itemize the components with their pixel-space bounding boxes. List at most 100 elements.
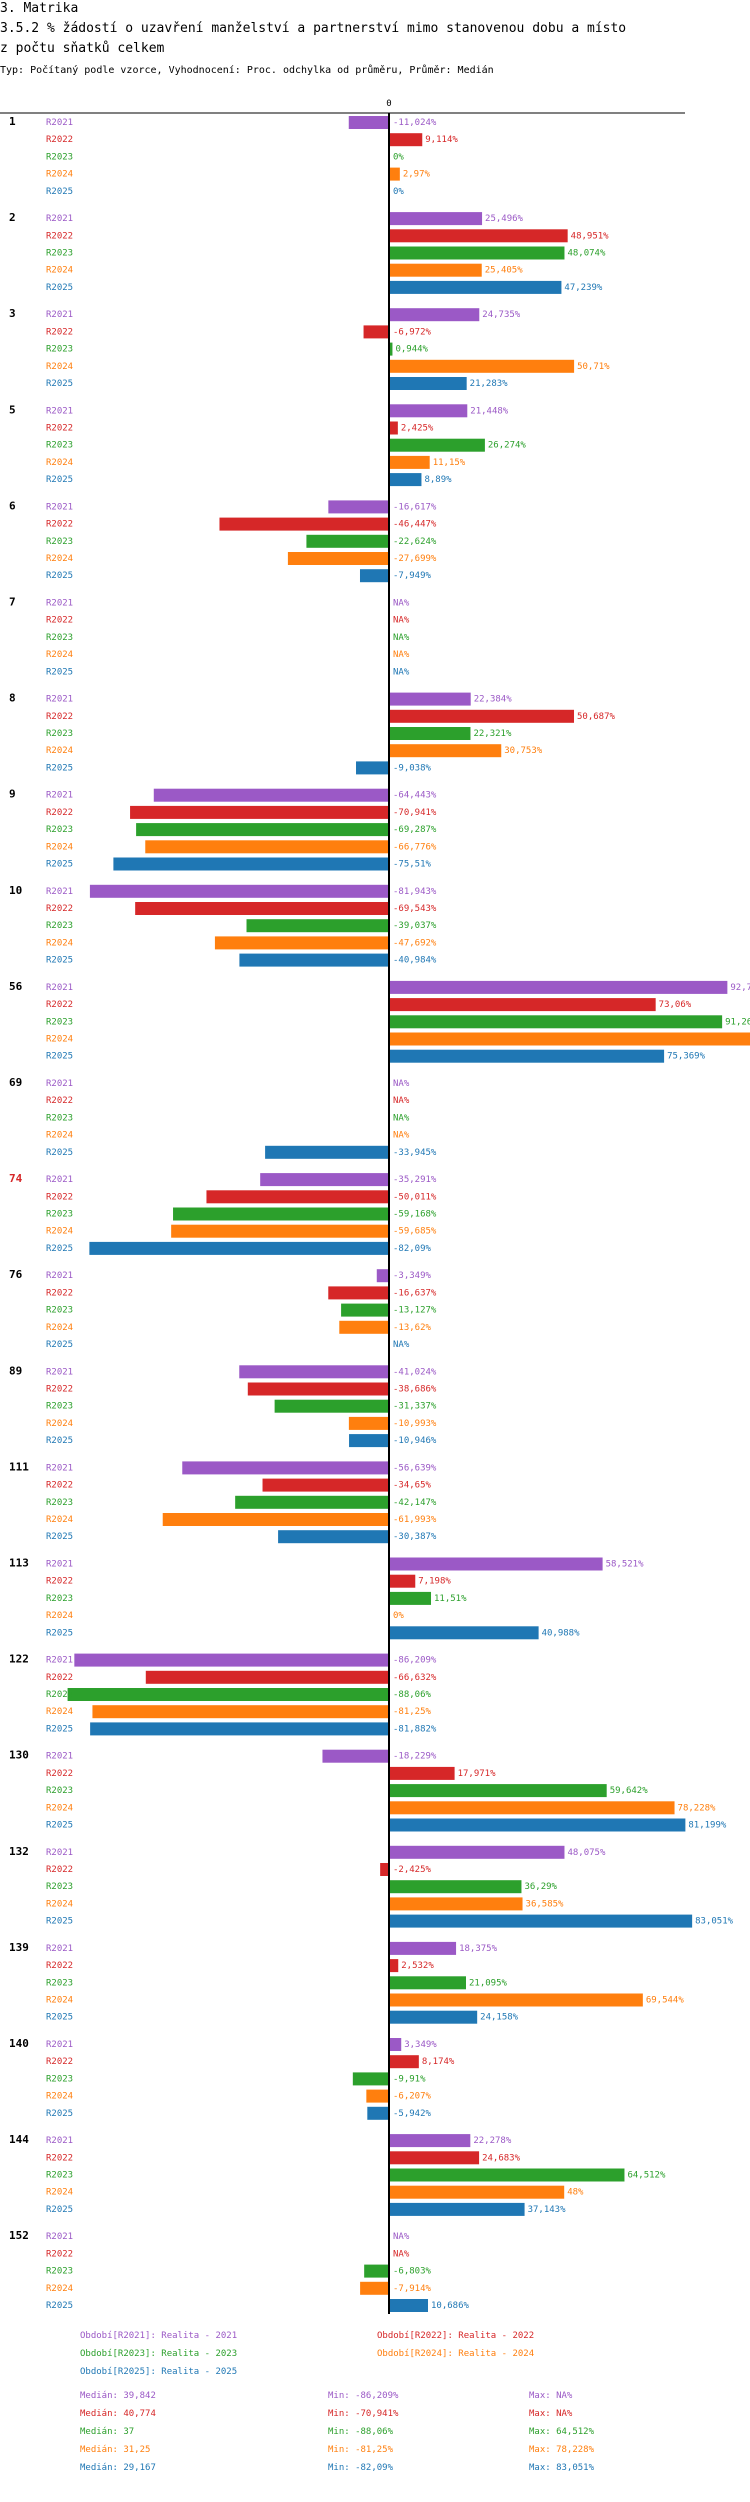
data-label: -56,639% (393, 1463, 437, 1473)
bar (173, 1207, 389, 1221)
series-row-label: R2021 (46, 1560, 73, 1570)
data-label: NA% (393, 2249, 410, 2259)
bar (389, 1049, 665, 1063)
data-label: 21,448% (470, 406, 509, 416)
series-row-label: R2024 (46, 458, 73, 468)
data-label: 2,425% (401, 424, 434, 434)
group-label: 3 (9, 307, 16, 320)
group-label: 69 (9, 1076, 22, 1089)
stat-max: Max: 78,228% (529, 2445, 595, 2455)
data-label: -75,51% (393, 860, 432, 870)
data-label: 22,384% (474, 695, 513, 705)
series-row-label: R2021 (46, 695, 73, 705)
bar (376, 1269, 389, 1283)
data-label: 24,158% (480, 2013, 519, 2023)
bar (356, 761, 389, 775)
series-row-label: R2024 (46, 1803, 73, 1813)
data-label: -6,207% (393, 2092, 432, 2102)
bar (389, 133, 423, 147)
bar (239, 1365, 389, 1379)
bar (287, 552, 389, 565)
data-label: 26,274% (488, 441, 527, 451)
bar (389, 1032, 750, 1046)
data-label: 73,06% (659, 1000, 692, 1010)
series-row-label: R2023 (46, 537, 73, 547)
bar (389, 1959, 399, 1973)
bar (389, 1976, 466, 1990)
data-label: -18,229% (393, 1752, 437, 1762)
data-label: -69,287% (393, 825, 437, 835)
data-label: NA% (393, 1113, 410, 1123)
bar (389, 455, 430, 469)
series-row-label: R2024 (46, 1707, 73, 1717)
group-label: 113 (9, 1557, 29, 1570)
bar (389, 1766, 455, 1780)
series-row-label: R2024 (46, 266, 73, 276)
series-row-label: R2025 (46, 283, 73, 293)
data-label: -39,037% (393, 921, 437, 931)
series-row-label: R2025 (46, 187, 73, 197)
group-label: 132 (9, 1845, 29, 1858)
data-label: 21,283% (470, 379, 509, 389)
data-label: 75,369% (667, 1052, 706, 1062)
bar (90, 1722, 389, 1736)
group-label: 1 (9, 115, 16, 128)
bar (367, 2106, 389, 2120)
series-row-label: R2025 (46, 571, 73, 581)
data-label: 64,512% (627, 2171, 666, 2181)
bar (389, 1941, 457, 1955)
bar (364, 2264, 389, 2278)
data-label: -81,25% (393, 1707, 432, 1717)
series-row-label: R2023 (46, 1594, 73, 1604)
data-label: NA% (393, 650, 410, 660)
series-row-label: R2022 (46, 231, 73, 241)
bar (389, 2168, 625, 2182)
data-label: 17,971% (458, 1769, 497, 1779)
series-row-label: R2022 (46, 1769, 73, 1779)
data-label: 9,114% (425, 135, 458, 145)
series-row-label: R2022 (46, 1000, 73, 1010)
series-row-label: R2025 (46, 1244, 73, 1254)
data-label: 2,97% (403, 170, 431, 180)
group-label: 8 (9, 692, 16, 705)
series-row-label: R2024 (46, 170, 73, 180)
series-row-label: R2022 (46, 904, 73, 914)
group-label: 6 (9, 499, 16, 512)
series-row-label: R2025 (46, 1340, 73, 1350)
data-label: -46,447% (393, 520, 437, 530)
data-label: -66,776% (393, 842, 437, 852)
data-label: 7,198% (418, 1577, 451, 1587)
series-row-label: R2024 (46, 746, 73, 756)
series-row-label: R2024 (46, 650, 73, 660)
data-label: NA% (393, 1096, 410, 1106)
series-row-label: R2024 (46, 554, 73, 564)
series-row-label: R2025 (46, 2205, 73, 2215)
group-label: 152 (9, 2229, 29, 2242)
data-label: -30,387% (393, 1532, 437, 1542)
bar (306, 534, 389, 548)
series-row-label: R2021 (46, 791, 73, 801)
series-row-label: R2022 (46, 1481, 73, 1491)
stat-min: Min: -70,941% (328, 2409, 399, 2419)
data-label: -70,941% (393, 808, 437, 818)
data-label: -35,291% (393, 1175, 437, 1185)
series-row-label: R2025 (46, 379, 73, 389)
series-row-label: R2025 (46, 860, 73, 870)
data-label: 25,496% (485, 214, 524, 224)
bar (389, 280, 562, 294)
chart-title-continued: z počtu sňatků celkem (0, 41, 165, 56)
series-row-label: R2022 (46, 1577, 73, 1587)
stat-median: Medián: 39,842 (80, 2391, 156, 2401)
data-label: 50,687% (577, 712, 616, 722)
data-label: 8,174% (422, 2057, 455, 2067)
series-row-label: R2024 (46, 1035, 73, 1045)
series-row-label: R2025 (46, 475, 73, 485)
series-row-label: R2024 (46, 938, 73, 948)
series-row-label: R2021 (46, 1175, 73, 1185)
series-row-label: R2021 (46, 1656, 73, 1666)
stat-max: Max: NA% (529, 2409, 573, 2419)
data-label: -11,024% (393, 118, 437, 128)
bar (206, 1190, 389, 1204)
series-row-label: R2021 (46, 406, 73, 416)
data-label: 48% (567, 2188, 584, 2198)
